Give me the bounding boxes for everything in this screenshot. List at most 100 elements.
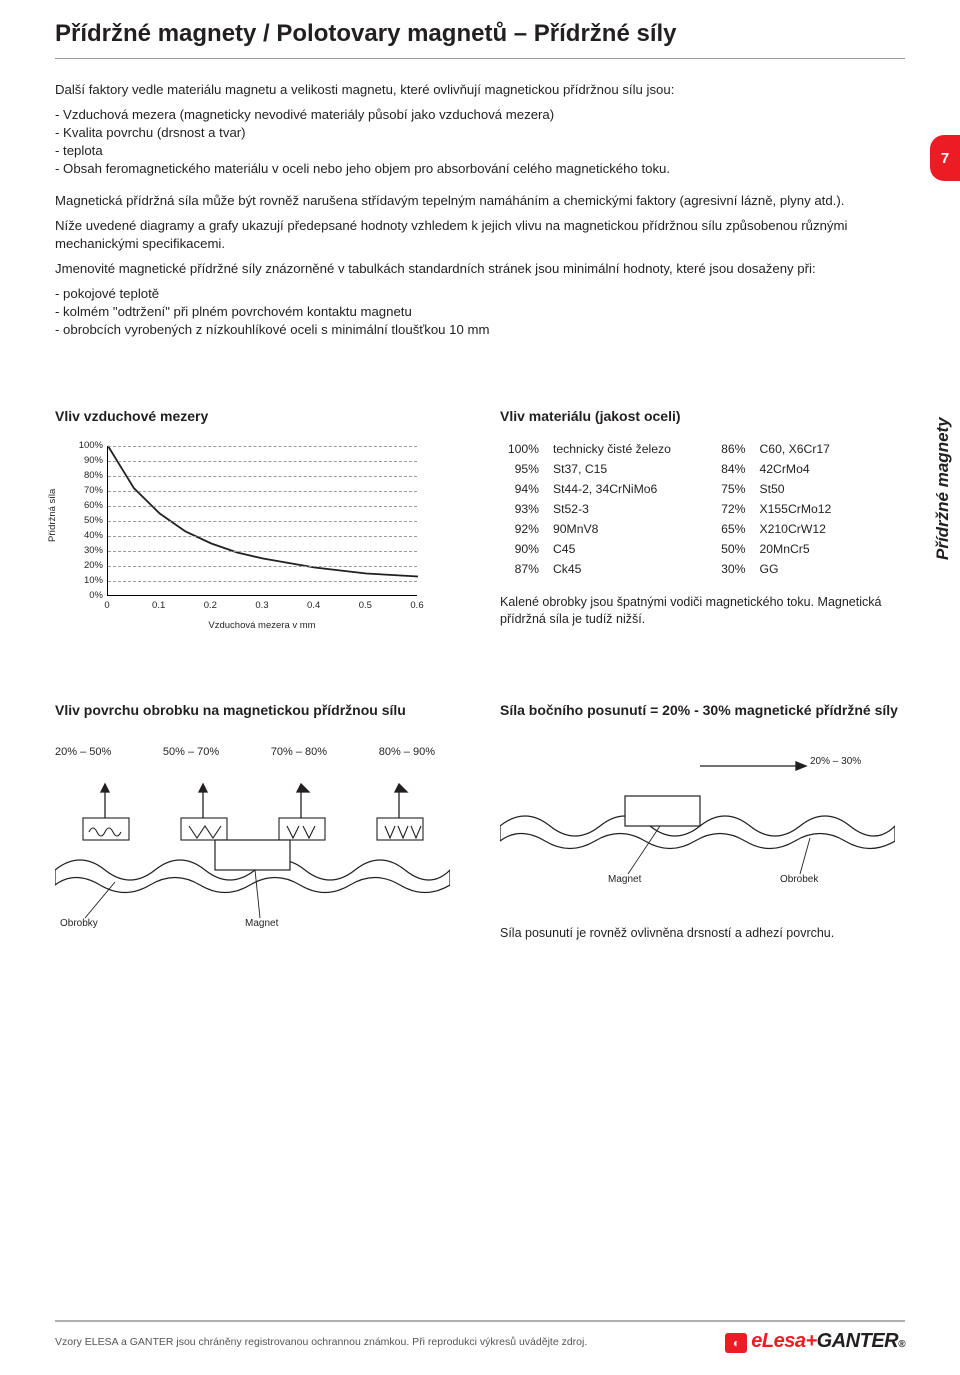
chart-ytick: 30% bbox=[73, 545, 103, 556]
para4-bullet: - pokojové teplotě bbox=[55, 285, 905, 303]
material-pct: 90% bbox=[500, 542, 545, 556]
material-pct: 100% bbox=[500, 442, 545, 456]
material-title: Vliv materiálu (jakost oceli) bbox=[500, 408, 905, 424]
chart-ytick: 20% bbox=[73, 560, 103, 571]
intro-bullet: - teplota bbox=[55, 142, 905, 160]
material-name: St44-2, 34CrNiMo6 bbox=[553, 482, 699, 496]
material-name: St52-3 bbox=[553, 502, 699, 516]
chart-gridline bbox=[108, 476, 417, 477]
material-note: Kalené obrobky jsou špatnými vodiči magn… bbox=[500, 594, 905, 628]
material-name: X155CrMo12 bbox=[760, 502, 906, 516]
air-gap-chart: Přídržná síla Vzduchová mezera v mm 100%… bbox=[55, 442, 445, 642]
intro-bullets: - Vzduchová mezera (magneticky nevodivé … bbox=[55, 106, 905, 177]
surface-title: Vliv povrchu obrobku na magnetickou příd… bbox=[55, 702, 460, 718]
material-table: 100% technicky čisté železo 86% C60, X6Cr17… bbox=[500, 442, 905, 576]
chart-gridline bbox=[108, 581, 417, 582]
page-title: Přídržné magnety / Polotovary magnetů – … bbox=[55, 20, 905, 48]
chart-gridline bbox=[108, 566, 417, 567]
chart-gridline bbox=[108, 446, 417, 447]
material-name: 90MnV8 bbox=[553, 522, 699, 536]
material-name: technicky čisté železo bbox=[553, 442, 699, 456]
shift-note: Síla posunutí je rovněž ovlivněna drsnos… bbox=[500, 926, 905, 940]
chart-gridline bbox=[108, 521, 417, 522]
chart-ytick: 70% bbox=[73, 485, 103, 496]
label-workpieces: Obrobky bbox=[60, 918, 98, 929]
air-gap-title: Vliv vzduchové mezery bbox=[55, 408, 460, 424]
shift-diagram: 20% – 30% Magnet Obrobek bbox=[500, 746, 895, 896]
chart-ytick: 90% bbox=[73, 455, 103, 466]
footer: Vzory ELESA a GANTER jsou chráněny regis… bbox=[55, 1320, 905, 1353]
material-name: St37, C15 bbox=[553, 462, 699, 476]
material-pct: 86% bbox=[707, 442, 752, 456]
logo-brand1: eLesa bbox=[751, 1330, 805, 1353]
shift-title: Síla bočního posunutí = 20% - 30% magnet… bbox=[500, 702, 905, 718]
material-pct: 93% bbox=[500, 502, 545, 516]
page-number-badge: 7 bbox=[930, 135, 960, 181]
chart-xtick: 0.5 bbox=[359, 600, 372, 611]
para4-bullet: - obrobcích vyrobených z nízkouhlíkové o… bbox=[55, 321, 905, 339]
chart-xtick: 0.1 bbox=[152, 600, 165, 611]
chart-gridline bbox=[108, 506, 417, 507]
chart-xtick: 0.4 bbox=[307, 600, 320, 611]
material-name: St50 bbox=[760, 482, 906, 496]
chart-xlabel: Vzduchová mezera v mm bbox=[107, 620, 417, 631]
surface-section: Vliv povrchu obrobku na magnetickou příd… bbox=[55, 702, 460, 940]
chart-ylabel: Přídržná síla bbox=[47, 488, 58, 541]
material-name: C60, X6Cr17 bbox=[760, 442, 906, 456]
logo-plus: + bbox=[805, 1330, 816, 1353]
para4-bullet: - kolmém "odtržení" při plném povrchovém… bbox=[55, 303, 905, 321]
para2: Magnetická přídržná síla může být rovněž… bbox=[55, 192, 905, 209]
material-pct: 30% bbox=[707, 562, 752, 576]
material-pct: 95% bbox=[500, 462, 545, 476]
material-pct: 87% bbox=[500, 562, 545, 576]
material-pct: 65% bbox=[707, 522, 752, 536]
logo-brand2: GANTER bbox=[817, 1330, 898, 1353]
roughness-range: 20% – 50% bbox=[55, 746, 111, 758]
material-pct: 75% bbox=[707, 482, 752, 496]
shift-section: Síla bočního posunutí = 20% - 30% magnet… bbox=[500, 702, 905, 940]
logo-registered: ® bbox=[898, 1339, 905, 1350]
material-pct: 84% bbox=[707, 462, 752, 476]
chart-ytick: 60% bbox=[73, 500, 103, 511]
roughness-range: 50% – 70% bbox=[163, 746, 219, 758]
roughness-ranges: 20% – 50% 50% – 70% 70% – 80% 80% – 90% bbox=[55, 746, 435, 758]
material-name: 42CrMo4 bbox=[760, 462, 906, 476]
material-name: X210CrW12 bbox=[760, 522, 906, 536]
intro-lead: Další faktory vedle materiálu magnetu a … bbox=[55, 81, 905, 98]
chart-gridline bbox=[108, 461, 417, 462]
chart-ytick: 40% bbox=[73, 530, 103, 541]
label-magnet-surface: Magnet bbox=[245, 918, 278, 929]
roughness-range: 80% – 90% bbox=[379, 746, 435, 758]
chart-xtick: 0.3 bbox=[255, 600, 268, 611]
material-section: Vliv materiálu (jakost oceli) 100% techni… bbox=[500, 408, 905, 642]
para4-lead: Jmenovité magnetické přídržné síly znázo… bbox=[55, 260, 905, 277]
chart-xtick: 0.6 bbox=[410, 600, 423, 611]
side-tab: 7 Přídržné magnety bbox=[930, 135, 960, 415]
chart-ytick: 80% bbox=[73, 470, 103, 481]
logo-icon: ◐ bbox=[725, 1333, 747, 1353]
material-name: C45 bbox=[553, 542, 699, 556]
chart-ytick: 50% bbox=[73, 515, 103, 526]
material-name: Ck45 bbox=[553, 562, 699, 576]
material-name: 20MnCr5 bbox=[760, 542, 906, 556]
material-pct: 94% bbox=[500, 482, 545, 496]
intro-bullet: - Vzduchová mezera (magneticky nevodivé … bbox=[55, 106, 905, 124]
air-gap-section: Vliv vzduchové mezery Přídržná síla Vzdu… bbox=[55, 408, 460, 642]
material-pct: 50% bbox=[707, 542, 752, 556]
chart-ytick: 10% bbox=[73, 575, 103, 586]
chart-gridline bbox=[108, 536, 417, 537]
side-label: Přídržné magnety bbox=[933, 417, 953, 560]
chart-ytick: 0% bbox=[73, 590, 103, 601]
surface-diagram: Obrobky Magnet bbox=[55, 780, 450, 930]
roughness-range: 70% – 80% bbox=[271, 746, 327, 758]
brand-logo: ◐ eLesa + GANTER ® bbox=[725, 1330, 905, 1353]
intro-block: Další faktory vedle materiálu magnetu a … bbox=[55, 81, 905, 353]
label-workpiece-shift: Obrobek bbox=[780, 874, 818, 885]
chart-plot-area bbox=[107, 446, 417, 596]
chart-gridline bbox=[108, 491, 417, 492]
footer-text: Vzory ELESA a GANTER jsou chráněny regis… bbox=[55, 1336, 587, 1348]
chart-xtick: 0 bbox=[104, 600, 109, 611]
material-pct: 72% bbox=[707, 502, 752, 516]
title-rule bbox=[55, 58, 905, 59]
material-name: GG bbox=[760, 562, 906, 576]
